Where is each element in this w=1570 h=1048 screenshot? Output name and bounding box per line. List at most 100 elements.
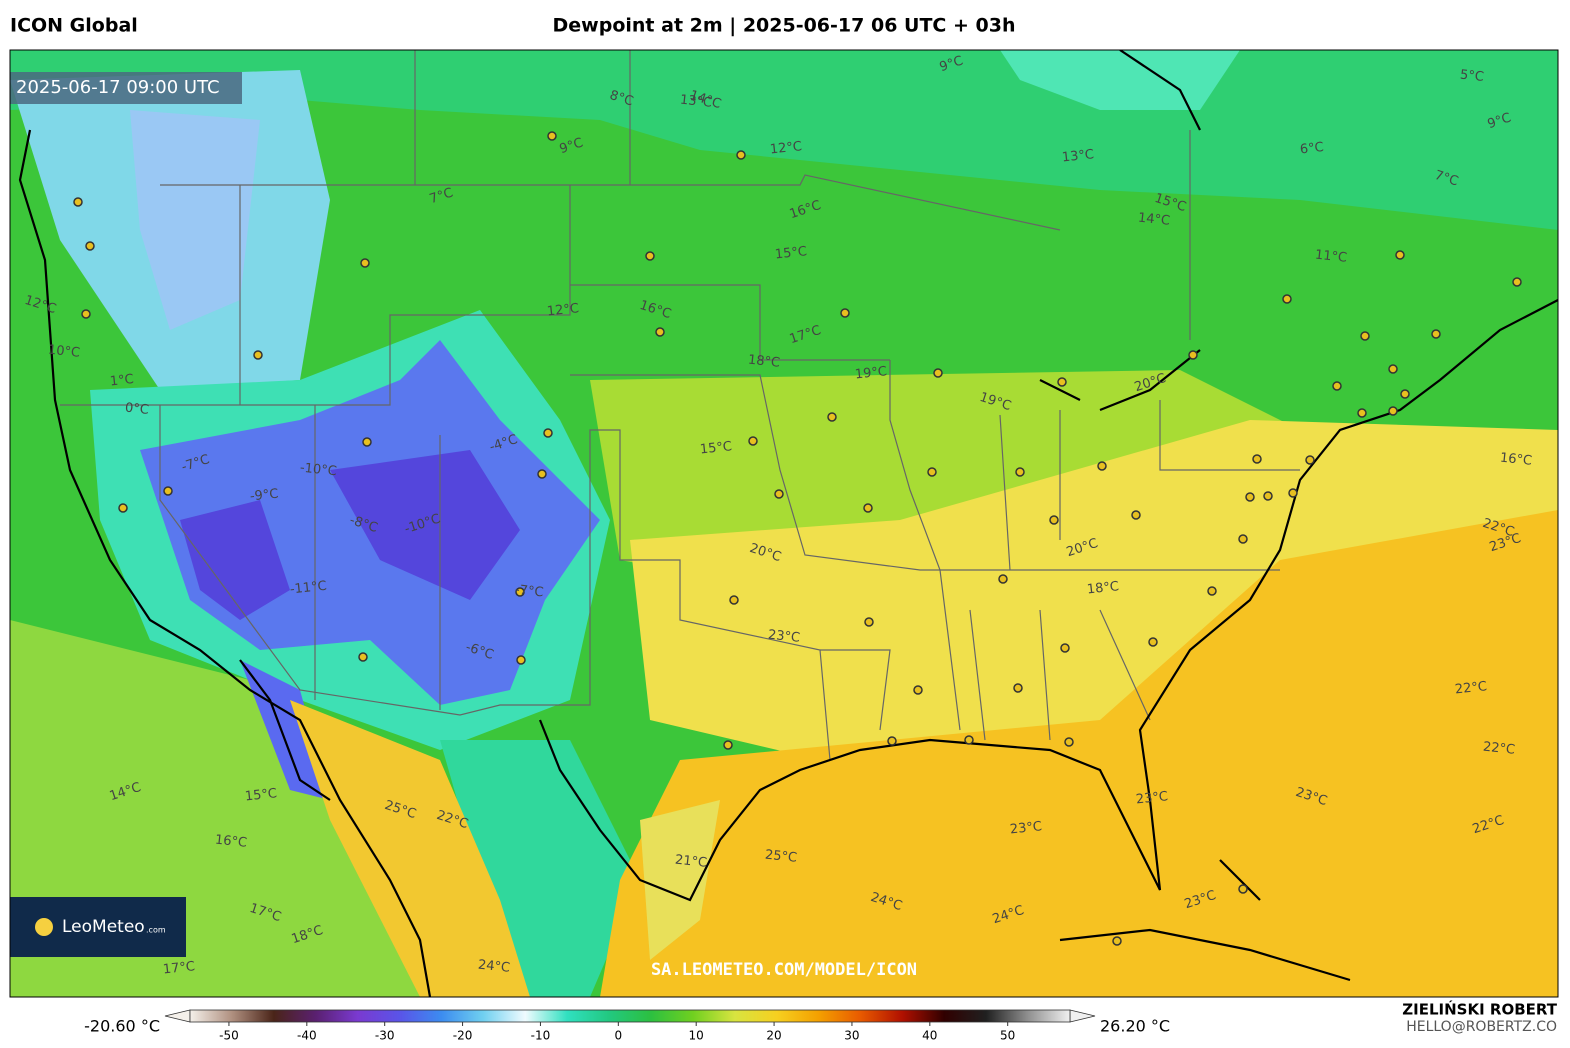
- chart-title: Dewpoint at 2m | 2025-06-17 06 UTC + 03h: [553, 15, 1016, 37]
- colorbar-tick-label: -20: [453, 1029, 473, 1043]
- contour-label: 17°C: [162, 959, 196, 977]
- city-marker: [748, 436, 758, 446]
- contour-label: 16°C: [1499, 451, 1533, 469]
- colorbar-tick-label: 0: [614, 1029, 622, 1043]
- city-marker: [1015, 467, 1025, 477]
- email: HELLO@ROBERTZ.CO: [1406, 1019, 1557, 1035]
- contour-label: 23°C: [767, 628, 801, 646]
- contour-label: -10°C: [299, 461, 337, 480]
- contour-label: -9°C: [249, 487, 279, 505]
- timestamp-box: [10, 72, 242, 104]
- city-marker: [964, 735, 974, 745]
- city-marker: [774, 489, 784, 499]
- contour-label: 23°C: [1009, 819, 1043, 837]
- contour-label: 14°C: [1137, 211, 1171, 229]
- contour-label: 13°C: [679, 93, 713, 111]
- city-marker: [163, 486, 173, 496]
- contour-label: 19°C: [854, 364, 888, 382]
- contour-label: 22°C: [1454, 679, 1488, 697]
- city-marker: [515, 587, 525, 597]
- city-marker: [1400, 389, 1410, 399]
- city-marker: [1388, 406, 1398, 416]
- hot-field: [290, 700, 530, 997]
- city-markers: [73, 131, 1522, 946]
- colorbar-tick-label: 40: [922, 1029, 937, 1043]
- cold-field: [330, 450, 520, 600]
- contour-label: 23°C: [1135, 789, 1169, 807]
- borders: [60, 50, 1300, 761]
- city-marker: [840, 308, 850, 318]
- city-marker: [1360, 331, 1370, 341]
- city-marker: [118, 503, 128, 513]
- colorbar-arrow-right: [1069, 1009, 1096, 1023]
- colorbar-min: -20.60 °C: [84, 1017, 160, 1036]
- contour-label: 22°C: [1482, 740, 1516, 758]
- contour-label: 15°C: [699, 439, 733, 457]
- logo-suffix: .com: [146, 926, 166, 935]
- city-marker: [864, 617, 874, 627]
- city-marker: [863, 503, 873, 513]
- contour-label: 9°C: [938, 53, 965, 75]
- cold-field: [130, 110, 260, 330]
- city-marker: [645, 251, 655, 261]
- city-marker: [1188, 350, 1198, 360]
- city-marker: [1013, 683, 1023, 693]
- contour-label: 16°C: [214, 833, 248, 851]
- contour-label: 8°C: [608, 88, 635, 110]
- city-marker: [1238, 884, 1248, 894]
- city-marker: [1305, 455, 1315, 465]
- city-marker: [547, 131, 557, 141]
- logo-name: LeoMeteo: [62, 917, 145, 937]
- city-marker: [1131, 510, 1141, 520]
- colorbar-max: 26.20 °C: [1100, 1017, 1170, 1036]
- city-marker: [933, 368, 943, 378]
- city-marker: [1057, 377, 1067, 387]
- city-marker: [1282, 294, 1292, 304]
- city-marker: [1238, 534, 1248, 544]
- contour-label: 13°C: [1061, 147, 1095, 165]
- colorbar-tick-label: 10: [689, 1029, 704, 1043]
- contour-label: -11°C: [289, 579, 327, 598]
- contour-label: 21°C: [674, 853, 708, 871]
- colorbar-arrow-left: [164, 1009, 191, 1023]
- city-marker: [1112, 936, 1122, 946]
- city-marker: [1332, 381, 1342, 391]
- contour-label: 25°C: [764, 848, 798, 866]
- logo-sun: [35, 918, 53, 936]
- contour-label: 7°C: [428, 185, 455, 207]
- contour-label: 5°C: [1459, 68, 1484, 85]
- contour-label: 7°C: [1433, 168, 1460, 190]
- contour-label: 15°C: [774, 244, 808, 262]
- city-marker: [537, 469, 547, 479]
- cold-field: [240, 660, 330, 800]
- contour-label: 9°C: [558, 135, 585, 157]
- warm-field: [640, 800, 720, 960]
- city-marker: [1064, 737, 1074, 747]
- contour-label: 0°C: [124, 401, 149, 418]
- city-marker: [655, 327, 665, 337]
- city-marker: [1388, 364, 1398, 374]
- colorbar-tick-label: -10: [531, 1029, 551, 1043]
- city-marker: [1252, 454, 1262, 464]
- contour-label: 9°C: [1486, 110, 1513, 132]
- colorbar: [189, 1009, 1071, 1023]
- contour-label: 15°C: [244, 786, 278, 804]
- city-marker: [827, 412, 837, 422]
- map: 9°C 12°C13°C14°C9°C13°C14°C15°C16°C15°C 11…: [10, 50, 1558, 997]
- colorbar-tick-label: -30: [375, 1029, 395, 1043]
- city-marker: [1512, 277, 1522, 287]
- contour-label: 10°C: [47, 343, 81, 361]
- colorbar-tick-label: 30: [844, 1029, 859, 1043]
- city-marker: [516, 655, 526, 665]
- contour-label: 18°C: [1086, 579, 1120, 597]
- city-marker: [729, 595, 739, 605]
- city-marker: [1049, 515, 1059, 525]
- colorbar-tick-label: -40: [297, 1029, 317, 1043]
- warm-field: [630, 420, 1558, 760]
- hot-field: [600, 510, 1558, 997]
- teal-field: [440, 740, 640, 997]
- city-marker: [1060, 643, 1070, 653]
- city-marker: [543, 428, 553, 438]
